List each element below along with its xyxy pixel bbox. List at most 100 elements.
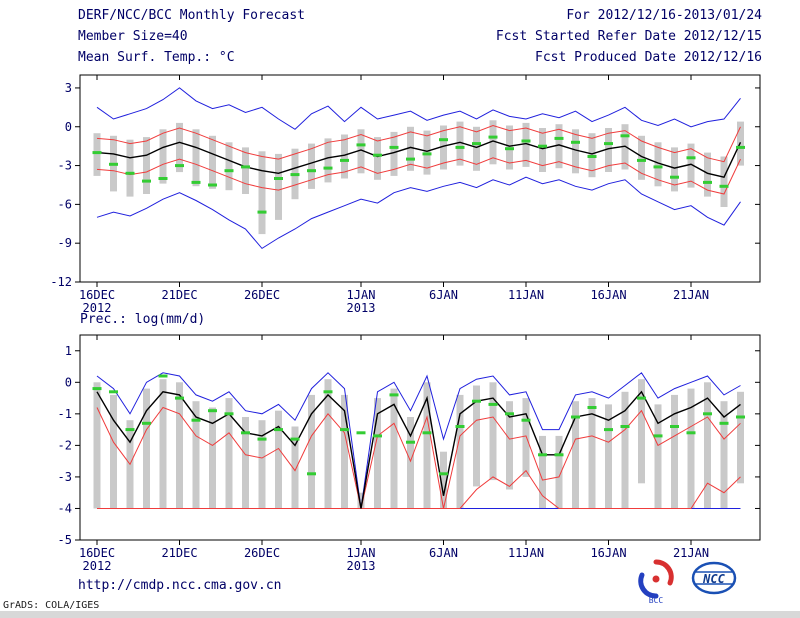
spread-bar bbox=[143, 388, 150, 509]
spread-bar bbox=[621, 391, 629, 509]
spread-bar bbox=[341, 134, 348, 179]
x-tick-label: 26DEC bbox=[244, 546, 280, 560]
spread-bar bbox=[638, 379, 645, 484]
obs-mark bbox=[274, 177, 283, 180]
upper-bound-line bbox=[96, 124, 741, 163]
spread-bar bbox=[489, 120, 497, 165]
spread-bar bbox=[687, 388, 695, 509]
spread-bar bbox=[242, 417, 249, 509]
obs-mark bbox=[538, 453, 547, 457]
bcc-logo-label: BCC bbox=[649, 596, 664, 604]
obs-mark bbox=[323, 390, 333, 394]
ncc-globe-outline bbox=[691, 561, 737, 595]
spread-bar bbox=[159, 379, 167, 509]
ncc-logo: NCC bbox=[691, 561, 737, 595]
x-tick-label: 6JAN bbox=[429, 546, 458, 560]
obs-mark bbox=[521, 139, 531, 143]
obs-mark bbox=[389, 393, 399, 397]
y-tick-label: -2 bbox=[58, 438, 72, 452]
spread-bar bbox=[209, 407, 216, 509]
report-title: DERF/NCC/BCC Monthly Forecast bbox=[78, 8, 305, 23]
obs-mark bbox=[340, 158, 349, 162]
spread-bar bbox=[93, 133, 101, 176]
obs-mark bbox=[653, 434, 663, 438]
spread-bar bbox=[539, 128, 546, 172]
obs-mark bbox=[637, 158, 646, 162]
obs-mark bbox=[736, 145, 745, 149]
spread-bar bbox=[506, 401, 513, 490]
x-year-label: 2013 bbox=[347, 559, 376, 573]
spread-bar bbox=[143, 137, 150, 194]
forecast-range: For 2012/12/16-2013/01/24 bbox=[566, 8, 762, 23]
x-tick-label: 21JAN bbox=[673, 546, 709, 560]
obs-mark bbox=[191, 418, 201, 422]
ensemble-mean-line bbox=[96, 140, 742, 179]
spread-bar bbox=[555, 124, 563, 169]
spread-bar bbox=[176, 122, 183, 173]
spread-bar bbox=[473, 385, 480, 487]
spread-bar bbox=[522, 398, 530, 477]
obs-mark bbox=[587, 406, 597, 409]
y-tick-label: -12 bbox=[50, 275, 72, 289]
y-tick-label: -9 bbox=[58, 236, 72, 250]
spread-bar bbox=[192, 401, 200, 509]
obs-mark bbox=[637, 396, 646, 400]
obs-mark bbox=[356, 143, 366, 147]
obs-mark bbox=[587, 155, 597, 158]
obs-mark bbox=[554, 453, 564, 457]
spread-bar bbox=[638, 135, 645, 180]
x-tick-label: 21DEC bbox=[161, 288, 197, 302]
spread-bar bbox=[605, 404, 612, 509]
obs-mark bbox=[307, 472, 316, 476]
y-tick-label: 0 bbox=[65, 375, 72, 389]
spread-bar bbox=[407, 126, 414, 171]
spread-bar bbox=[473, 126, 480, 171]
obs-mark bbox=[439, 472, 448, 476]
spread-bar bbox=[390, 131, 398, 176]
spread-bar bbox=[720, 156, 728, 207]
ensemble-mean-line bbox=[96, 390, 741, 509]
obs-mark bbox=[422, 152, 432, 156]
obs-mark bbox=[538, 144, 547, 148]
obs-mark bbox=[158, 177, 168, 180]
obs-mark bbox=[406, 440, 415, 444]
y-tick-label: -5 bbox=[58, 533, 72, 547]
produced-date-label: Fcst Produced Date 2012/12/16 bbox=[535, 50, 762, 65]
temperature-variable-label: Mean Surf. Temp.: °C bbox=[78, 50, 235, 65]
obs-mark bbox=[686, 431, 696, 435]
spread-bar bbox=[357, 492, 365, 509]
spread-bar bbox=[374, 398, 381, 509]
lower-bound-line bbox=[97, 469, 741, 509]
obs-mark bbox=[257, 437, 267, 441]
header-line-2: Member Size=40 Fcst Started Refer Date 2… bbox=[0, 29, 800, 47]
obs-mark bbox=[422, 431, 432, 435]
x-year-label: 2013 bbox=[347, 301, 376, 314]
obs-mark bbox=[620, 425, 630, 428]
plot-frame bbox=[79, 74, 761, 283]
bcc-swirl-red bbox=[653, 559, 674, 586]
spread-bar bbox=[159, 129, 167, 184]
bottom-strip bbox=[0, 611, 800, 618]
spread-bar bbox=[126, 139, 134, 197]
footer-logos: BCC NCC bbox=[636, 558, 738, 604]
spread-bar bbox=[671, 147, 678, 192]
obs-mark bbox=[389, 145, 399, 149]
ensemble-min-line bbox=[96, 176, 741, 250]
x-tick-label: 21DEC bbox=[161, 546, 197, 560]
obs-mark bbox=[109, 162, 118, 166]
header-line-1: DERF/NCC/BCC Monthly Forecast For 2012/1… bbox=[0, 8, 800, 26]
spread-bar bbox=[324, 379, 332, 509]
obs-mark bbox=[125, 171, 135, 175]
spread-bar bbox=[192, 129, 200, 187]
spread-bar bbox=[539, 435, 546, 509]
precipitation-variable-label: Prec.: log(mm/d) bbox=[80, 312, 206, 327]
x-year-label: 2012 bbox=[83, 301, 112, 314]
obs-mark bbox=[340, 428, 349, 432]
obs-mark bbox=[109, 390, 118, 394]
x-tick-label: 11JAN bbox=[508, 546, 544, 560]
obs-mark bbox=[323, 166, 333, 170]
spread-bar bbox=[242, 147, 249, 194]
obs-mark bbox=[208, 183, 217, 187]
obs-mark bbox=[142, 421, 151, 425]
